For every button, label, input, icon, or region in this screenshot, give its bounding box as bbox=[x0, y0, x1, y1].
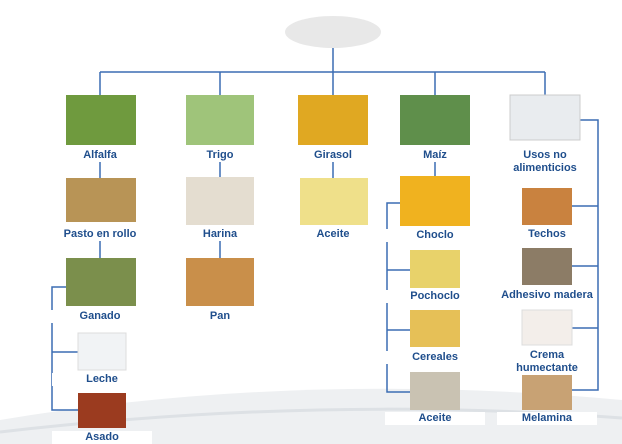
node-label: Melamina bbox=[497, 412, 597, 425]
usos-image bbox=[510, 95, 580, 140]
node-label: Techos bbox=[497, 228, 597, 241]
aceite-maiz-image bbox=[410, 372, 460, 410]
node-label: Ganado bbox=[50, 310, 150, 323]
harina-image bbox=[186, 177, 254, 225]
diagram: Alfalfa Pasto en rollo Ganado Leche Asad… bbox=[0, 0, 622, 444]
trigo-image bbox=[186, 95, 254, 145]
node-label: Trigo bbox=[170, 149, 270, 162]
node-label: Aceite bbox=[283, 228, 383, 241]
node-label: Girasol bbox=[283, 149, 383, 162]
node-label: Asado bbox=[52, 431, 152, 444]
leche-image bbox=[78, 333, 126, 370]
column-lines bbox=[100, 162, 435, 258]
ganado-image bbox=[66, 258, 136, 306]
choclo-image bbox=[400, 176, 470, 226]
node-label: Alfalfa bbox=[50, 149, 150, 162]
node-label: Choclo bbox=[385, 229, 485, 242]
node-label: Maíz bbox=[385, 149, 485, 162]
cloud-image bbox=[285, 16, 381, 48]
node-label: Pasto en rollo bbox=[50, 228, 150, 241]
pan-image bbox=[186, 258, 254, 306]
crema-image bbox=[522, 310, 572, 345]
node-label: Aceite bbox=[385, 412, 485, 425]
node-label: Leche bbox=[52, 373, 152, 386]
techos-image bbox=[522, 188, 572, 225]
girasol-image bbox=[298, 95, 368, 145]
node-label: Usos no alimenticios bbox=[510, 149, 580, 175]
maiz-image bbox=[400, 95, 470, 145]
alfalfa-image bbox=[66, 95, 136, 145]
melamina-image bbox=[522, 372, 572, 410]
asado-image bbox=[78, 393, 126, 428]
pasto-image bbox=[66, 178, 136, 222]
node-label: Cereales bbox=[385, 351, 485, 364]
node-label: Adhesivo madera bbox=[497, 289, 597, 302]
node-label: Harina bbox=[170, 228, 270, 241]
node-label: Pochoclo bbox=[385, 290, 485, 303]
tree-lines bbox=[100, 48, 545, 95]
aceite-image bbox=[300, 178, 368, 225]
node-label: Crema humectante bbox=[512, 349, 582, 375]
node-label: Pan bbox=[170, 310, 270, 323]
adhesivo-image bbox=[522, 248, 572, 285]
cereales-image bbox=[410, 310, 460, 347]
pochoclo-image bbox=[410, 250, 460, 288]
